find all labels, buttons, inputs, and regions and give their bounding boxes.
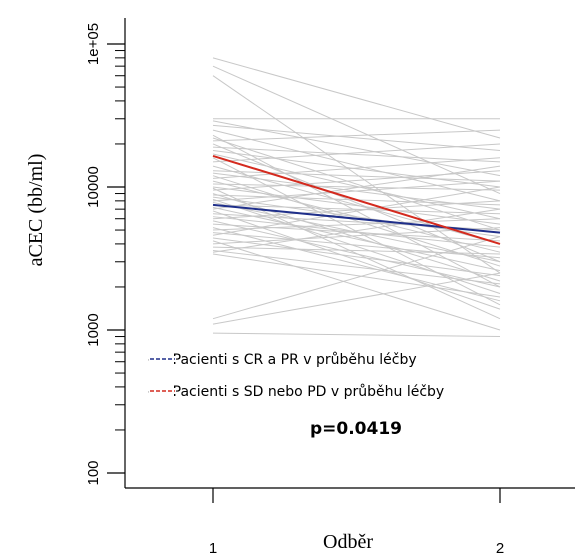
patient-line: [212, 153, 501, 220]
patient-line: [212, 246, 501, 255]
patient-line: [212, 236, 501, 320]
patient-line: [212, 186, 501, 225]
patient-line: [212, 200, 501, 220]
legend-entry-sd-pd: ---- Pacienti s SD nebo PD v průběhu léč…: [148, 384, 444, 400]
patient-line: [212, 129, 501, 202]
patient-line: [212, 218, 501, 231]
x-tick-label: 2: [496, 540, 504, 556]
y-tick-label: 1e+05: [85, 23, 102, 65]
patient-line: [212, 170, 501, 182]
patient-line: [212, 183, 501, 191]
patient-line: [212, 249, 501, 285]
cr-pr-line: [212, 203, 501, 234]
patient-line: [212, 57, 501, 139]
patient-line: [212, 216, 501, 248]
patient-line: [212, 170, 501, 191]
y-axis-ticks: 100 1000 10000 1e+05: [85, 23, 125, 486]
y-tick-label: 1000: [85, 313, 102, 346]
patient-line: [212, 146, 501, 163]
patient-line: [212, 227, 501, 302]
patient-lines: [212, 57, 501, 338]
sd-pd-line: [212, 154, 501, 245]
patient-line: [212, 198, 501, 294]
patient-line: [212, 137, 501, 231]
y-tick-label: 100: [85, 460, 102, 485]
patient-line: [212, 186, 501, 236]
patient-line: [212, 193, 501, 282]
patient-line: [212, 332, 501, 338]
patient-line: [212, 237, 501, 277]
patient-line: [212, 220, 501, 288]
patient-line: [212, 232, 501, 259]
patient-line: [212, 253, 501, 298]
y-tick-label: 10000: [85, 166, 102, 208]
patient-line: [212, 175, 501, 267]
patient-line: [212, 65, 501, 195]
patient-line: [212, 157, 501, 306]
patient-line: [212, 272, 501, 325]
x-tick-label: 1: [209, 540, 217, 556]
patient-line: [212, 124, 501, 151]
p-value-annotation: p=0.0419: [310, 419, 402, 439]
patient-line: [212, 150, 501, 188]
summary-lines: [212, 154, 501, 245]
y-axis-label: aCEC (bb/ml): [25, 154, 47, 267]
patient-line: [212, 165, 501, 210]
legend-entry-cr-pr: ---- Pacienti s CR a PR v průběhu léčby: [148, 352, 417, 368]
patient-line: [212, 129, 501, 142]
patient-line: [212, 157, 501, 179]
patient-line: [212, 180, 501, 202]
patient-line: [212, 208, 501, 253]
patient-line: [212, 227, 501, 245]
x-axis-label: Odběr: [323, 531, 373, 553]
patient-line: [212, 143, 501, 163]
patient-line: [212, 206, 501, 272]
